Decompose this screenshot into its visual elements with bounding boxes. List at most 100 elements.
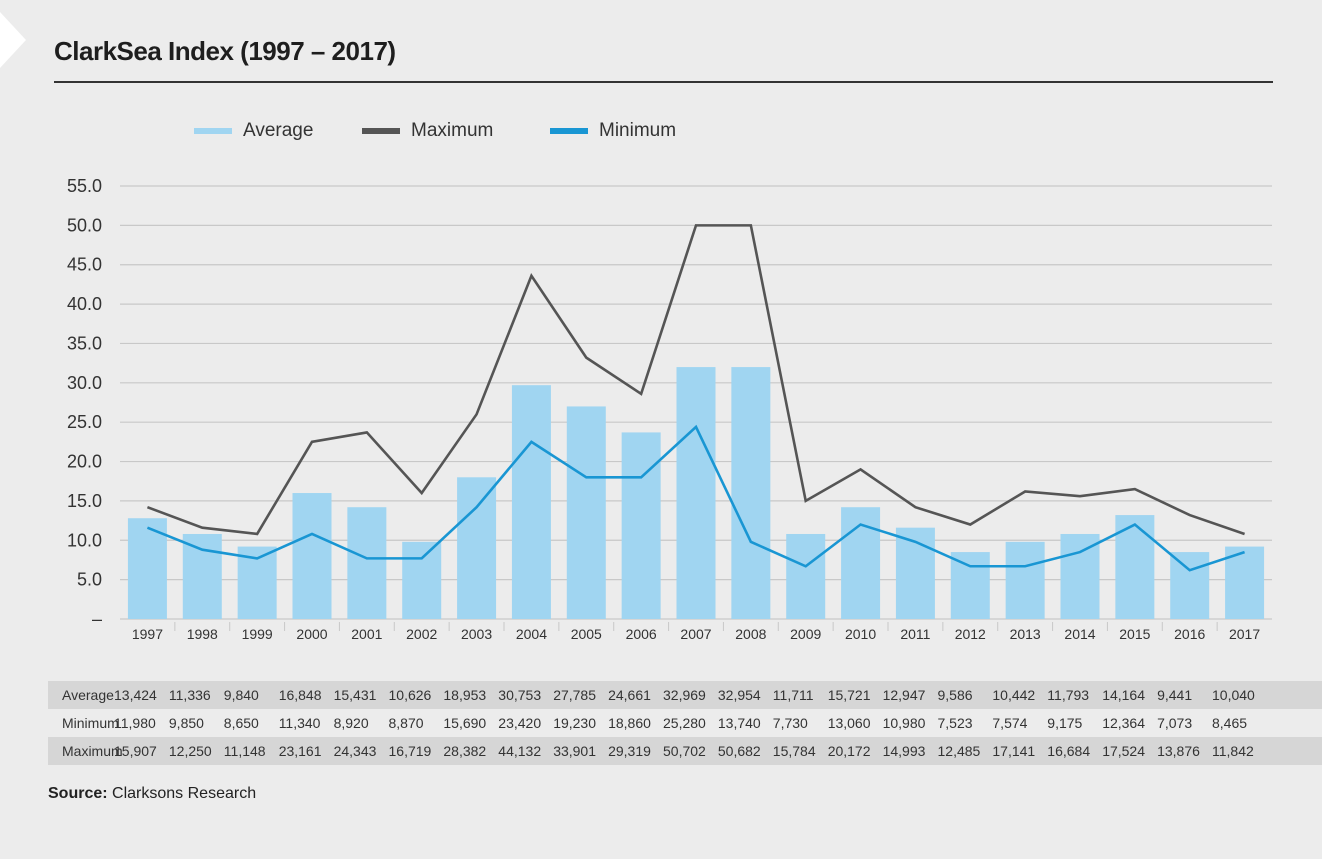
table-cell: 16,684 xyxy=(1047,743,1091,759)
table-row-label: Maximum xyxy=(62,743,123,759)
table-cell: 50,682 xyxy=(717,743,761,759)
y-tick-label: 25.0 xyxy=(67,412,102,432)
legend-item-minimum: Minimum xyxy=(550,120,676,142)
table-cell: 14,164 xyxy=(1102,687,1146,703)
legend-swatch-maximum xyxy=(362,128,400,134)
table-cell: 13,876 xyxy=(1157,743,1200,759)
x-tick-label: 2007 xyxy=(680,626,711,642)
legend-label-minimum: Minimum xyxy=(599,120,677,141)
x-tick-label: 2006 xyxy=(626,626,657,642)
x-tick-label: 2013 xyxy=(1010,626,1041,642)
x-tick-label: 2016 xyxy=(1174,626,1205,642)
table-cell: 44,132 xyxy=(498,743,542,759)
table-cell: 10,980 xyxy=(882,715,926,731)
source-note: Source: Clarksons Research xyxy=(48,785,256,803)
bar-average-2009 xyxy=(786,533,826,619)
x-tick-label: 1999 xyxy=(242,626,273,642)
y-tick-label: 35.0 xyxy=(67,333,102,353)
bar-average-2016 xyxy=(1170,552,1210,619)
table-cell: 7,574 xyxy=(992,715,1028,731)
bar-average-2013 xyxy=(1005,541,1045,619)
bar-average-2003 xyxy=(457,477,497,619)
bars-average xyxy=(127,367,1265,619)
bar-average-2014 xyxy=(1060,533,1100,619)
table-cell: 20,172 xyxy=(827,743,871,759)
bar-average-2008 xyxy=(731,367,771,619)
table-cell: 24,661 xyxy=(608,687,651,703)
table-cell: 11,148 xyxy=(223,743,266,759)
table-cell: 12,250 xyxy=(168,743,212,759)
y-tick-label: 20.0 xyxy=(67,452,102,472)
y-tick-label: 15.0 xyxy=(67,491,102,511)
table-row-label: Minimum xyxy=(62,715,119,731)
table-cell: 7,073 xyxy=(1157,715,1193,731)
legend-swatch-average xyxy=(194,128,232,134)
table-cell: 13,740 xyxy=(717,715,761,731)
table-row-label: Average xyxy=(62,687,114,703)
x-tick-label: 2017 xyxy=(1229,626,1260,642)
x-tick-label: 2001 xyxy=(351,626,382,642)
y-tick-label: 50.0 xyxy=(67,215,102,235)
series-lines xyxy=(146,224,1245,572)
x-tick-label: 2000 xyxy=(296,626,327,642)
table-cell: 15,431 xyxy=(333,687,377,703)
source-value: Clarksons Research xyxy=(112,785,257,802)
bar-average-2000 xyxy=(292,493,332,619)
table-cell: 8,650 xyxy=(223,715,259,731)
table-cell: 11,711 xyxy=(772,687,814,703)
decorative-arrow-icon xyxy=(0,12,26,68)
table-cell: 10,040 xyxy=(1212,687,1255,703)
x-tick-label: 2005 xyxy=(571,626,602,642)
x-tick-label: 1997 xyxy=(132,626,163,642)
source-label: Source: xyxy=(48,785,108,802)
table-cell: 15,690 xyxy=(443,715,487,731)
chart-plot: – 5.0 10.0 15.0 20.0 25.0 30.0 35.0 40.0 45.0 50.0… xyxy=(67,176,1272,642)
table-cell: 13,060 xyxy=(827,715,871,731)
x-tick-label: 2015 xyxy=(1119,626,1150,642)
x-tick-label: 2003 xyxy=(461,626,492,642)
table-cell: 29,319 xyxy=(608,743,651,759)
title-divider xyxy=(54,81,1273,83)
x-tick-label: 2011 xyxy=(900,626,930,642)
table-cell: 16,719 xyxy=(388,743,432,759)
x-tick-label: 2012 xyxy=(955,626,986,642)
legend-label-maximum: Maximum xyxy=(411,120,494,141)
table-cell: 18,953 xyxy=(443,687,487,703)
table-cell: 13,424 xyxy=(114,687,157,703)
chart-title: ClarkSea Index (1997 – 2017) xyxy=(54,36,396,66)
table-cell: 11,842 xyxy=(1212,743,1254,759)
bar-average-1998 xyxy=(182,533,222,619)
bar-average-2017 xyxy=(1225,546,1265,619)
table-cell: 25,280 xyxy=(663,715,706,731)
table-cell: 14,993 xyxy=(882,743,926,759)
bar-average-1997 xyxy=(127,518,167,619)
table-cell: 32,969 xyxy=(663,687,706,703)
table-cell: 15,784 xyxy=(772,743,816,759)
x-tick-label: 2008 xyxy=(735,626,766,642)
table-cell: 32,954 xyxy=(717,687,761,703)
table-cell: 7,730 xyxy=(772,715,808,731)
table-cell: 9,175 xyxy=(1047,715,1083,731)
table-row-minimum: Minimum 11,980 9,850 8,650 11,340 8,920 8,870 1… xyxy=(48,709,1322,737)
table-cell: 8,920 xyxy=(333,715,369,731)
x-tick-label: 1998 xyxy=(187,626,218,642)
table-cell: 9,441 xyxy=(1157,687,1193,703)
table-cell: 9,586 xyxy=(937,687,973,703)
bar-average-2001 xyxy=(347,507,387,619)
table-cell: 15,907 xyxy=(114,743,157,759)
table-cell: 24,343 xyxy=(333,743,377,759)
table-cell: 8,465 xyxy=(1212,715,1248,731)
table-cell: 30,753 xyxy=(498,687,542,703)
table-cell: 11,793 xyxy=(1047,687,1090,703)
table-cell: 10,626 xyxy=(388,687,432,703)
data-table: Average 13,424 11,336 9,840 16,848 15,431 10,6… xyxy=(48,681,1322,765)
table-cell: 11,336 xyxy=(168,687,211,703)
legend-item-average: Average xyxy=(194,120,313,142)
table-cell: 7,523 xyxy=(937,715,973,731)
table-cell: 10,442 xyxy=(992,687,1036,703)
legend-label-average: Average xyxy=(243,120,314,141)
y-tick-label: 45.0 xyxy=(67,255,102,275)
y-tick-label: – xyxy=(92,609,102,629)
table-cell: 27,785 xyxy=(553,687,597,703)
table-cell: 16,848 xyxy=(278,687,322,703)
